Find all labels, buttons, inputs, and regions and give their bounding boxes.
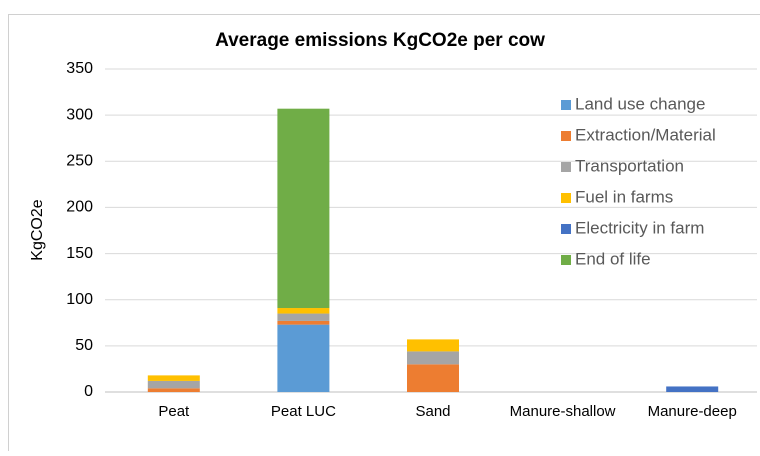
bar-segment [148,388,200,392]
y-tick-label: 250 [66,153,93,170]
y-tick-label: 300 [66,106,93,123]
legend-label: Transportation [575,156,684,175]
legend-swatch [561,100,571,110]
x-tick-label: Peat [158,403,190,420]
legend-label: Electricity in farm [575,218,704,237]
legend-swatch [561,131,571,141]
legend-swatch [561,162,571,172]
legend-label: Land use change [575,94,705,113]
y-tick-label: 100 [66,291,93,308]
legend-swatch [561,193,571,203]
bar-segment [148,375,200,381]
x-tick-label: Manure-deep [648,403,737,420]
y-tick-label: 350 [66,60,93,77]
bar-segment [277,308,329,314]
x-tick-label: Sand [415,403,450,420]
legend-label: Extraction/Material [575,125,716,144]
bar-segment [277,321,329,325]
y-tick-label: 0 [84,383,93,400]
y-tick-label: 50 [75,337,93,354]
bar-segment [277,314,329,321]
bar-segment [277,109,329,308]
bar-segment [407,351,459,364]
bar-segment [148,381,200,388]
bar-segment [407,364,459,392]
y-axis-label: KgCO2e [29,199,46,260]
x-tick-label: Peat LUC [271,403,336,420]
legend-swatch [561,255,571,265]
legend-label: End of life [575,249,651,268]
bar-segment [666,386,718,392]
bar-segment [407,339,459,351]
x-tick-label: Manure-shallow [510,403,616,420]
bar-segment [277,325,329,392]
legend-swatch [561,224,571,234]
y-tick-label: 150 [66,245,93,262]
legend-label: Fuel in farms [575,187,673,206]
chart-title: Average emissions KgCO2e per cow [215,30,545,51]
y-tick-label: 200 [66,199,93,216]
